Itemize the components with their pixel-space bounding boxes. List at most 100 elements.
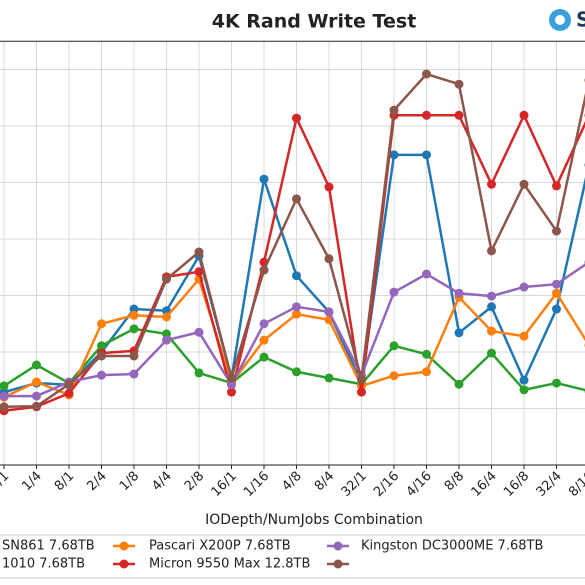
data-point (389, 105, 399, 115)
data-point (487, 326, 496, 336)
data-point (162, 274, 171, 284)
data-point (259, 319, 269, 329)
data-point (259, 174, 269, 184)
legend-label: 1010 7.68TB (2, 557, 85, 572)
legend-marker (119, 541, 129, 551)
x-tick-label: 8/4 (312, 469, 337, 494)
data-point (487, 179, 496, 189)
data-point (389, 371, 399, 381)
data-point (32, 377, 41, 387)
data-point (389, 341, 399, 351)
data-point (454, 79, 464, 89)
series-line (4, 263, 585, 398)
data-point (32, 391, 41, 401)
data-point (422, 269, 431, 279)
data-point (162, 329, 171, 339)
legend-label: Kingston DC3000ME 7.68TB (361, 539, 543, 554)
data-point (129, 369, 139, 379)
legend-marker (333, 541, 343, 551)
data-point (194, 368, 204, 378)
data-point (552, 279, 561, 289)
data-point (519, 331, 529, 341)
data-point (389, 150, 399, 160)
data-point (519, 385, 529, 395)
data-point (422, 150, 431, 160)
data-point (487, 302, 496, 312)
legend-label: Pascari X200P 7.68TB (149, 539, 291, 554)
data-point (129, 310, 139, 320)
data-point (454, 110, 464, 120)
x-tick-label: 8/16 (566, 469, 585, 500)
data-point (324, 307, 334, 317)
x-tick-label: 16/8 (501, 469, 532, 500)
x-tick-label: 1/4 (19, 469, 44, 494)
data-point (32, 401, 41, 411)
data-point (194, 267, 204, 277)
x-axis-label: IODepth/NumJobs Combination (205, 512, 423, 528)
data-point (422, 69, 431, 79)
x-tick-label: 4/4 (149, 469, 174, 494)
logo-text: S (576, 8, 585, 32)
data-point (0, 381, 9, 391)
x-tick-label: 1/16 (241, 469, 272, 500)
x-tick-label: 2/8 (182, 469, 207, 494)
data-point (487, 246, 496, 256)
data-point (162, 335, 171, 345)
data-point (292, 113, 301, 123)
data-point (292, 302, 301, 312)
legend-marker (119, 559, 129, 569)
data-point (162, 312, 171, 322)
data-point (64, 379, 74, 389)
x-tick-label: 2/16 (371, 469, 402, 500)
data-point (129, 351, 139, 361)
data-point (97, 341, 106, 351)
x-tick-label: 32/4 (534, 469, 565, 500)
data-point (97, 370, 106, 380)
series-line (3, 276, 585, 399)
data-point (519, 282, 529, 292)
data-point (357, 387, 366, 397)
data-point (454, 379, 464, 389)
chart-title: 4K Rand Write Test (212, 11, 417, 33)
data-point (129, 304, 139, 314)
data-point (422, 349, 431, 359)
data-point (552, 288, 561, 298)
x-tick-label: 32/1 (339, 469, 370, 500)
data-point (422, 110, 431, 120)
legend-marker (333, 559, 343, 569)
data-point (487, 348, 496, 358)
data-point (422, 367, 431, 377)
data-point (519, 375, 529, 385)
data-point (292, 194, 301, 204)
x-tick-label: 1/8 (117, 469, 142, 494)
series-line (3, 327, 585, 392)
x-tick-label: 4/16 (404, 469, 435, 500)
x-tick-label: 4/8 (279, 469, 304, 494)
legend-label: Micron 9550 Max 12.8TB (149, 557, 310, 572)
legend-label: SN861 7.68TB (2, 539, 95, 554)
data-point (259, 265, 269, 275)
data-point (454, 288, 464, 298)
x-tick-label: 1/1 (0, 469, 12, 494)
x-tick-label: 16/4 (469, 469, 500, 500)
data-point (194, 327, 204, 337)
data-point (324, 373, 334, 383)
data-point (487, 291, 496, 301)
data-point (0, 391, 9, 401)
data-point (259, 352, 269, 362)
data-point (324, 182, 334, 192)
data-point (357, 374, 366, 384)
data-point (389, 287, 399, 297)
data-point (552, 304, 561, 314)
data-point (552, 181, 561, 191)
data-point (0, 402, 9, 412)
logo-icon-inner (555, 15, 565, 25)
data-point (519, 110, 529, 120)
data-point (227, 380, 236, 390)
data-point (194, 247, 204, 257)
data-point (454, 328, 464, 338)
data-point (97, 319, 106, 329)
data-point (292, 271, 301, 281)
